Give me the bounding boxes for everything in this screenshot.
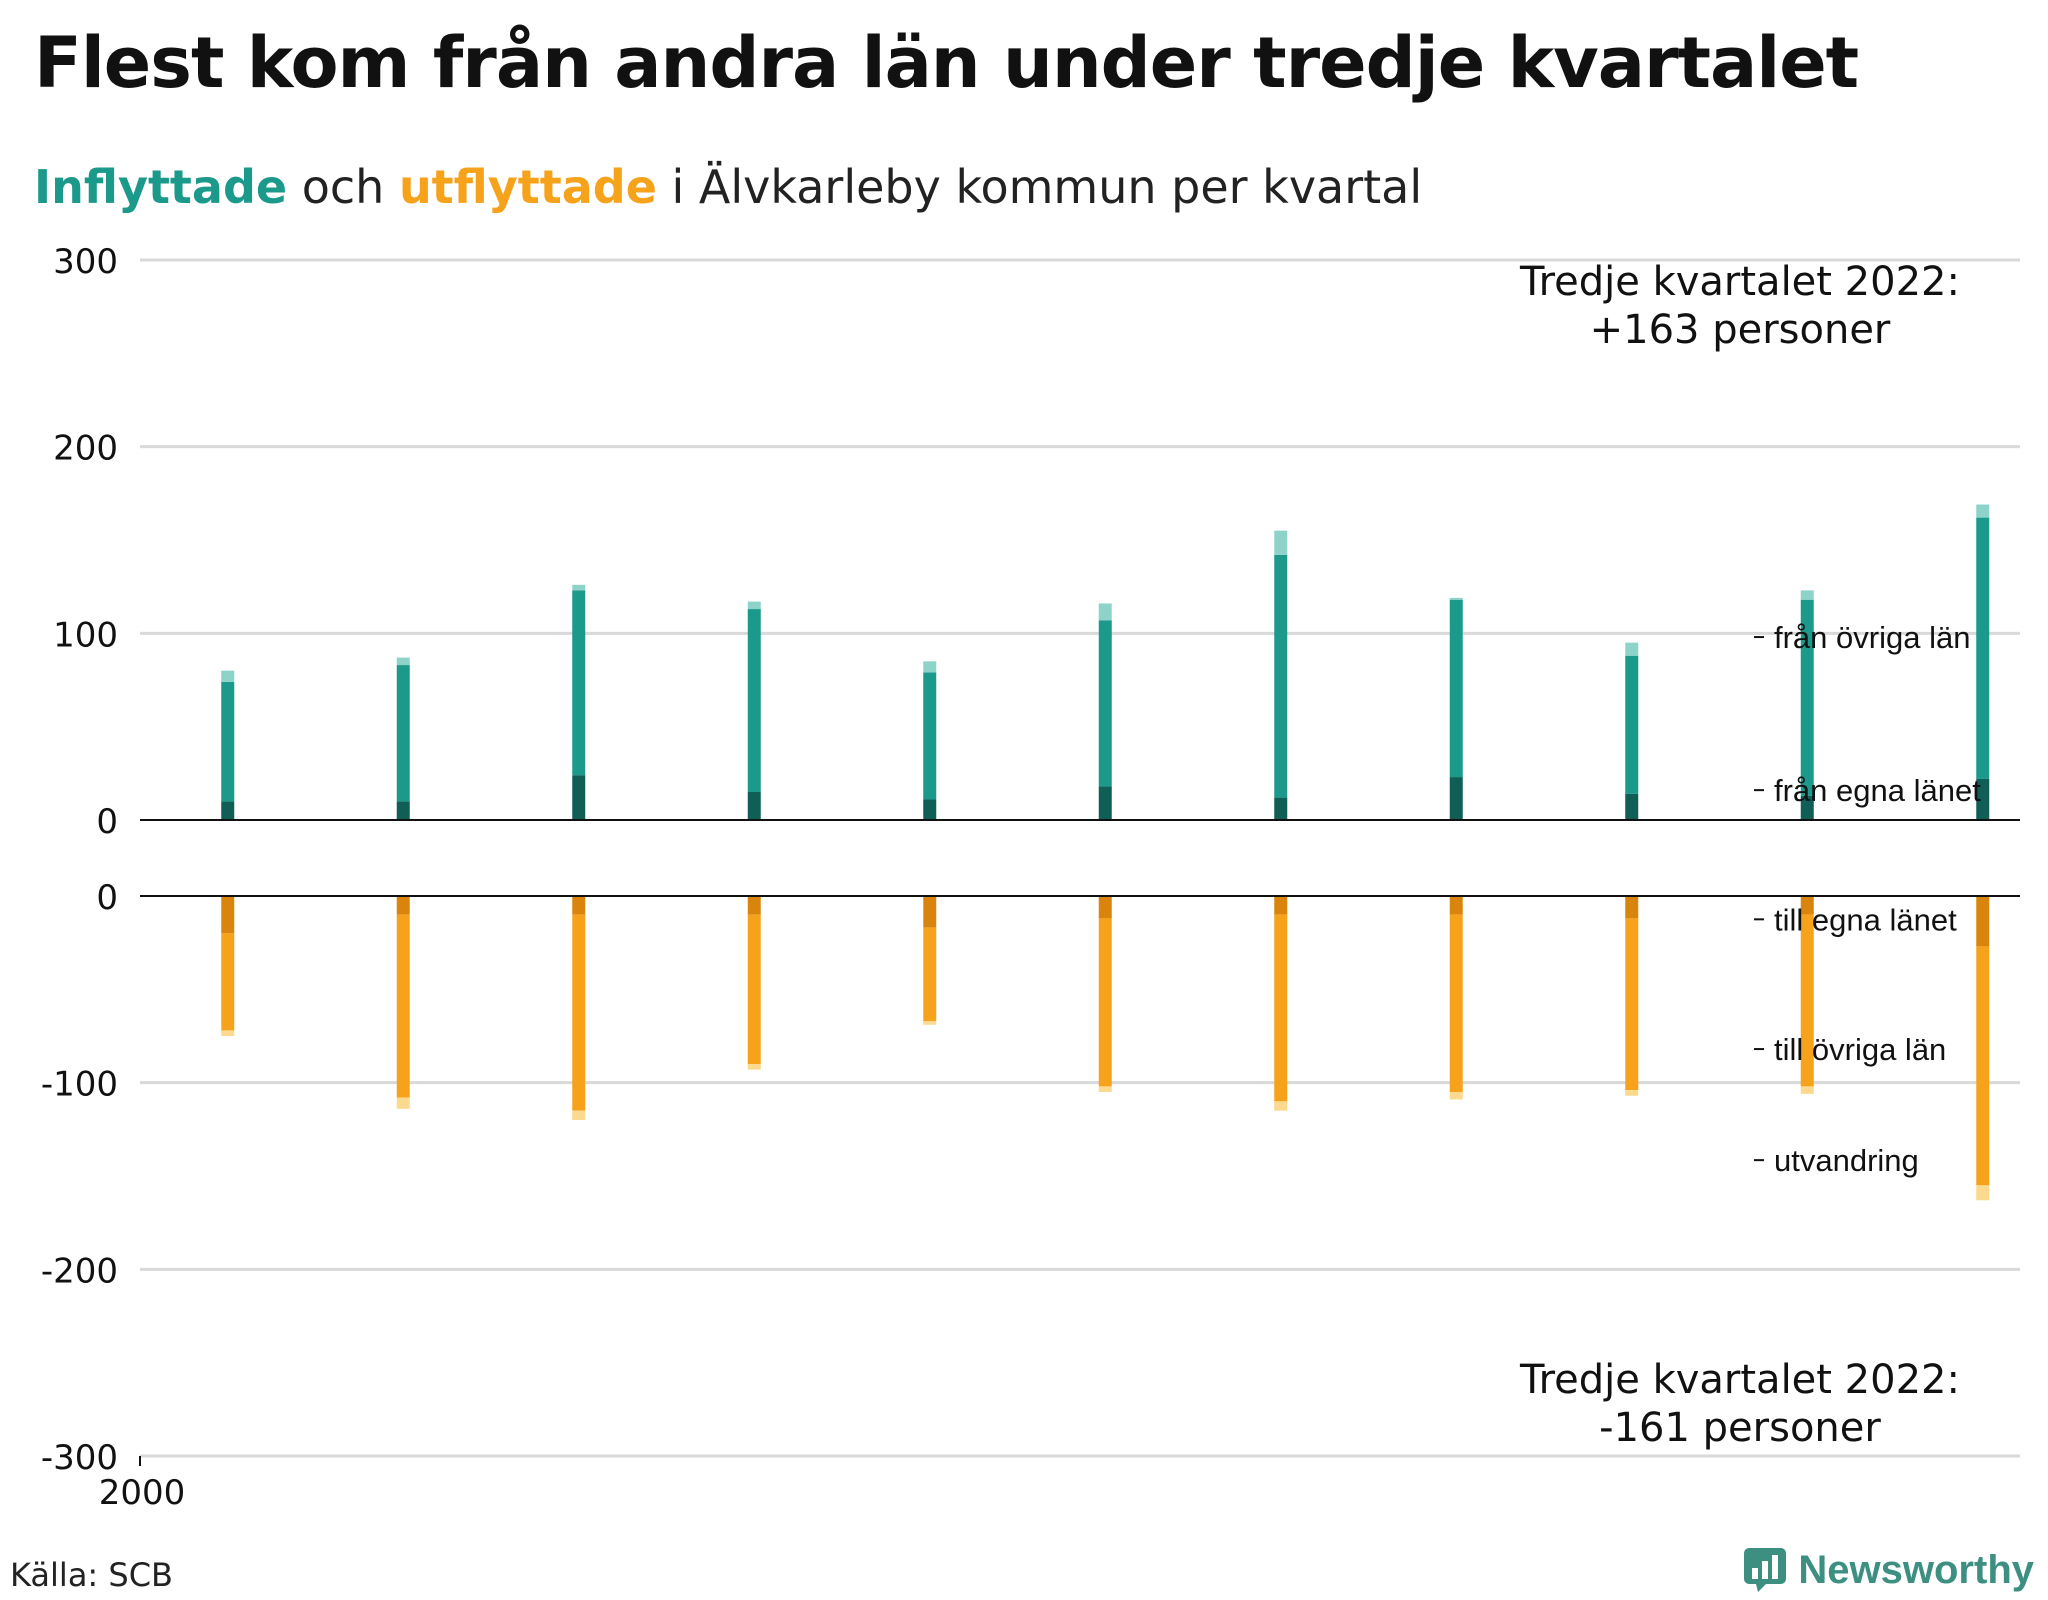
bar-inflyttade <box>1098 603 1112 621</box>
series-label: från egna länet <box>1774 773 1981 808</box>
series-label: utvandring <box>1774 1143 1919 1178</box>
bar-inflyttade <box>923 661 937 673</box>
bar-inflyttade <box>1976 517 1990 779</box>
bar-utflyttade <box>923 1021 937 1025</box>
bar-utflyttade <box>1976 1185 1990 1201</box>
bar-utflyttade <box>1274 914 1288 1102</box>
bar-utflyttade <box>1449 1092 1463 1100</box>
bar-utflyttade <box>221 933 235 1031</box>
bar-utflyttade <box>747 1064 761 1070</box>
bar-inflyttade <box>747 609 761 792</box>
brand-logo: Newsworthy <box>1742 1546 2034 1594</box>
bar-inflyttade <box>221 670 235 682</box>
bar-inflyttade <box>1449 599 1463 778</box>
annotation-bottom-line2: -161 personer <box>1599 1405 1881 1451</box>
bar-utflyttade <box>1274 1101 1288 1111</box>
y-tick-label: 300 <box>53 242 118 282</box>
series-label: från övriga län <box>1774 620 1970 655</box>
bar-utflyttade <box>572 914 586 1111</box>
bar-inflyttade <box>1625 793 1639 820</box>
bar-utflyttade <box>221 896 235 934</box>
series-label: till egna länet <box>1774 902 1957 937</box>
bar-utflyttade <box>923 896 937 928</box>
bar-utflyttade <box>1800 914 1814 1087</box>
bar-inflyttade <box>396 665 410 802</box>
bar-utflyttade <box>396 914 410 1098</box>
subtitle-and: och <box>287 160 399 214</box>
bar-inflyttade <box>572 584 586 591</box>
y-tick-label: 100 <box>53 615 118 655</box>
y-tick-label: 0 <box>96 802 118 842</box>
bar-inflyttade <box>1274 797 1288 820</box>
bar-inflyttade <box>221 681 235 802</box>
bar-inflyttade <box>1449 597 1463 600</box>
bar-inflyttade <box>1098 786 1112 820</box>
bar-inflyttade <box>572 590 586 776</box>
bar-utflyttade <box>1274 896 1288 915</box>
annotation-bottom-line1: Tredje kvartalet 2022: <box>1520 1357 1960 1403</box>
bar-utflyttade <box>1625 1090 1639 1096</box>
series-label: till övriga län <box>1774 1032 1946 1067</box>
y-tick-label: -300 <box>41 1438 118 1478</box>
bar-inflyttade <box>396 801 410 820</box>
subtitle-inflyttade: Inflyttade <box>34 160 288 214</box>
bar-inflyttade <box>1274 554 1288 798</box>
y-tick-label: -200 <box>41 1251 118 1291</box>
chart-title: Flest kom från andra län under tredje kv… <box>34 22 1859 104</box>
bar-inflyttade <box>923 672 937 800</box>
bar-utflyttade <box>1976 896 1990 947</box>
bar-utflyttade <box>221 1030 235 1036</box>
chart-subtitle: Inflyttade och utflyttade i Älvkarleby k… <box>34 160 1422 214</box>
bar-utflyttade <box>1449 896 1463 915</box>
bar-utflyttade <box>747 914 761 1064</box>
newsworthy-icon <box>1744 1548 1787 1592</box>
bar-inflyttade <box>1449 777 1463 820</box>
source-note: Källa: SCB <box>10 1556 173 1594</box>
bar-inflyttade <box>747 601 761 610</box>
annotation-bottom: Tredje kvartalet 2022: -161 personer <box>1460 1356 2020 1452</box>
y-tick-label: 0 <box>96 878 118 918</box>
bar-utflyttade <box>1625 918 1639 1091</box>
bar-utflyttade <box>1976 946 1990 1186</box>
y-tick-label: -100 <box>41 1065 118 1105</box>
bar-utflyttade <box>747 896 761 915</box>
bar-utflyttade <box>1625 896 1639 919</box>
y-tick-label: 200 <box>53 429 118 469</box>
bar-utflyttade <box>572 1110 586 1120</box>
bar-utflyttade <box>1449 914 1463 1092</box>
annotation-top-line1: Tredje kvartalet 2022: <box>1520 259 1960 305</box>
bar-utflyttade <box>1098 918 1112 1087</box>
bar-inflyttade <box>1976 504 1990 518</box>
bar-utflyttade <box>572 896 586 915</box>
brand-name: Newsworthy <box>1798 1547 2034 1592</box>
bar-inflyttade <box>572 775 586 820</box>
bar-utflyttade <box>923 927 937 1022</box>
bar-inflyttade <box>747 792 761 820</box>
x-tick-label: 2000 <box>99 1473 186 1513</box>
subtitle-rest: i Älvkarleby kommun per kvartal <box>656 160 1423 214</box>
bar-utflyttade <box>1800 1086 1814 1094</box>
annotation-top-line2: +163 personer <box>1589 307 1891 353</box>
bar-inflyttade <box>1800 599 1814 796</box>
annotation-top: Tredje kvartalet 2022: +163 personer <box>1460 258 2020 354</box>
bar-utflyttade <box>396 896 410 915</box>
bar-utflyttade <box>1098 1086 1112 1092</box>
bar-inflyttade <box>1274 530 1288 555</box>
subtitle-utflyttade: utflyttade <box>398 160 657 214</box>
bar-inflyttade <box>1098 620 1112 787</box>
bar-inflyttade <box>1800 795 1814 820</box>
bar-inflyttade <box>1625 655 1639 794</box>
bar-inflyttade <box>1976 778 1990 820</box>
bar-utflyttade <box>1098 896 1112 919</box>
bar-inflyttade <box>396 657 410 666</box>
bar-inflyttade <box>221 801 235 820</box>
bar-inflyttade <box>1625 642 1639 656</box>
bar-utflyttade <box>1800 896 1814 915</box>
bar-inflyttade <box>1800 590 1814 600</box>
bar-inflyttade <box>923 799 937 820</box>
bar-utflyttade <box>396 1097 410 1109</box>
